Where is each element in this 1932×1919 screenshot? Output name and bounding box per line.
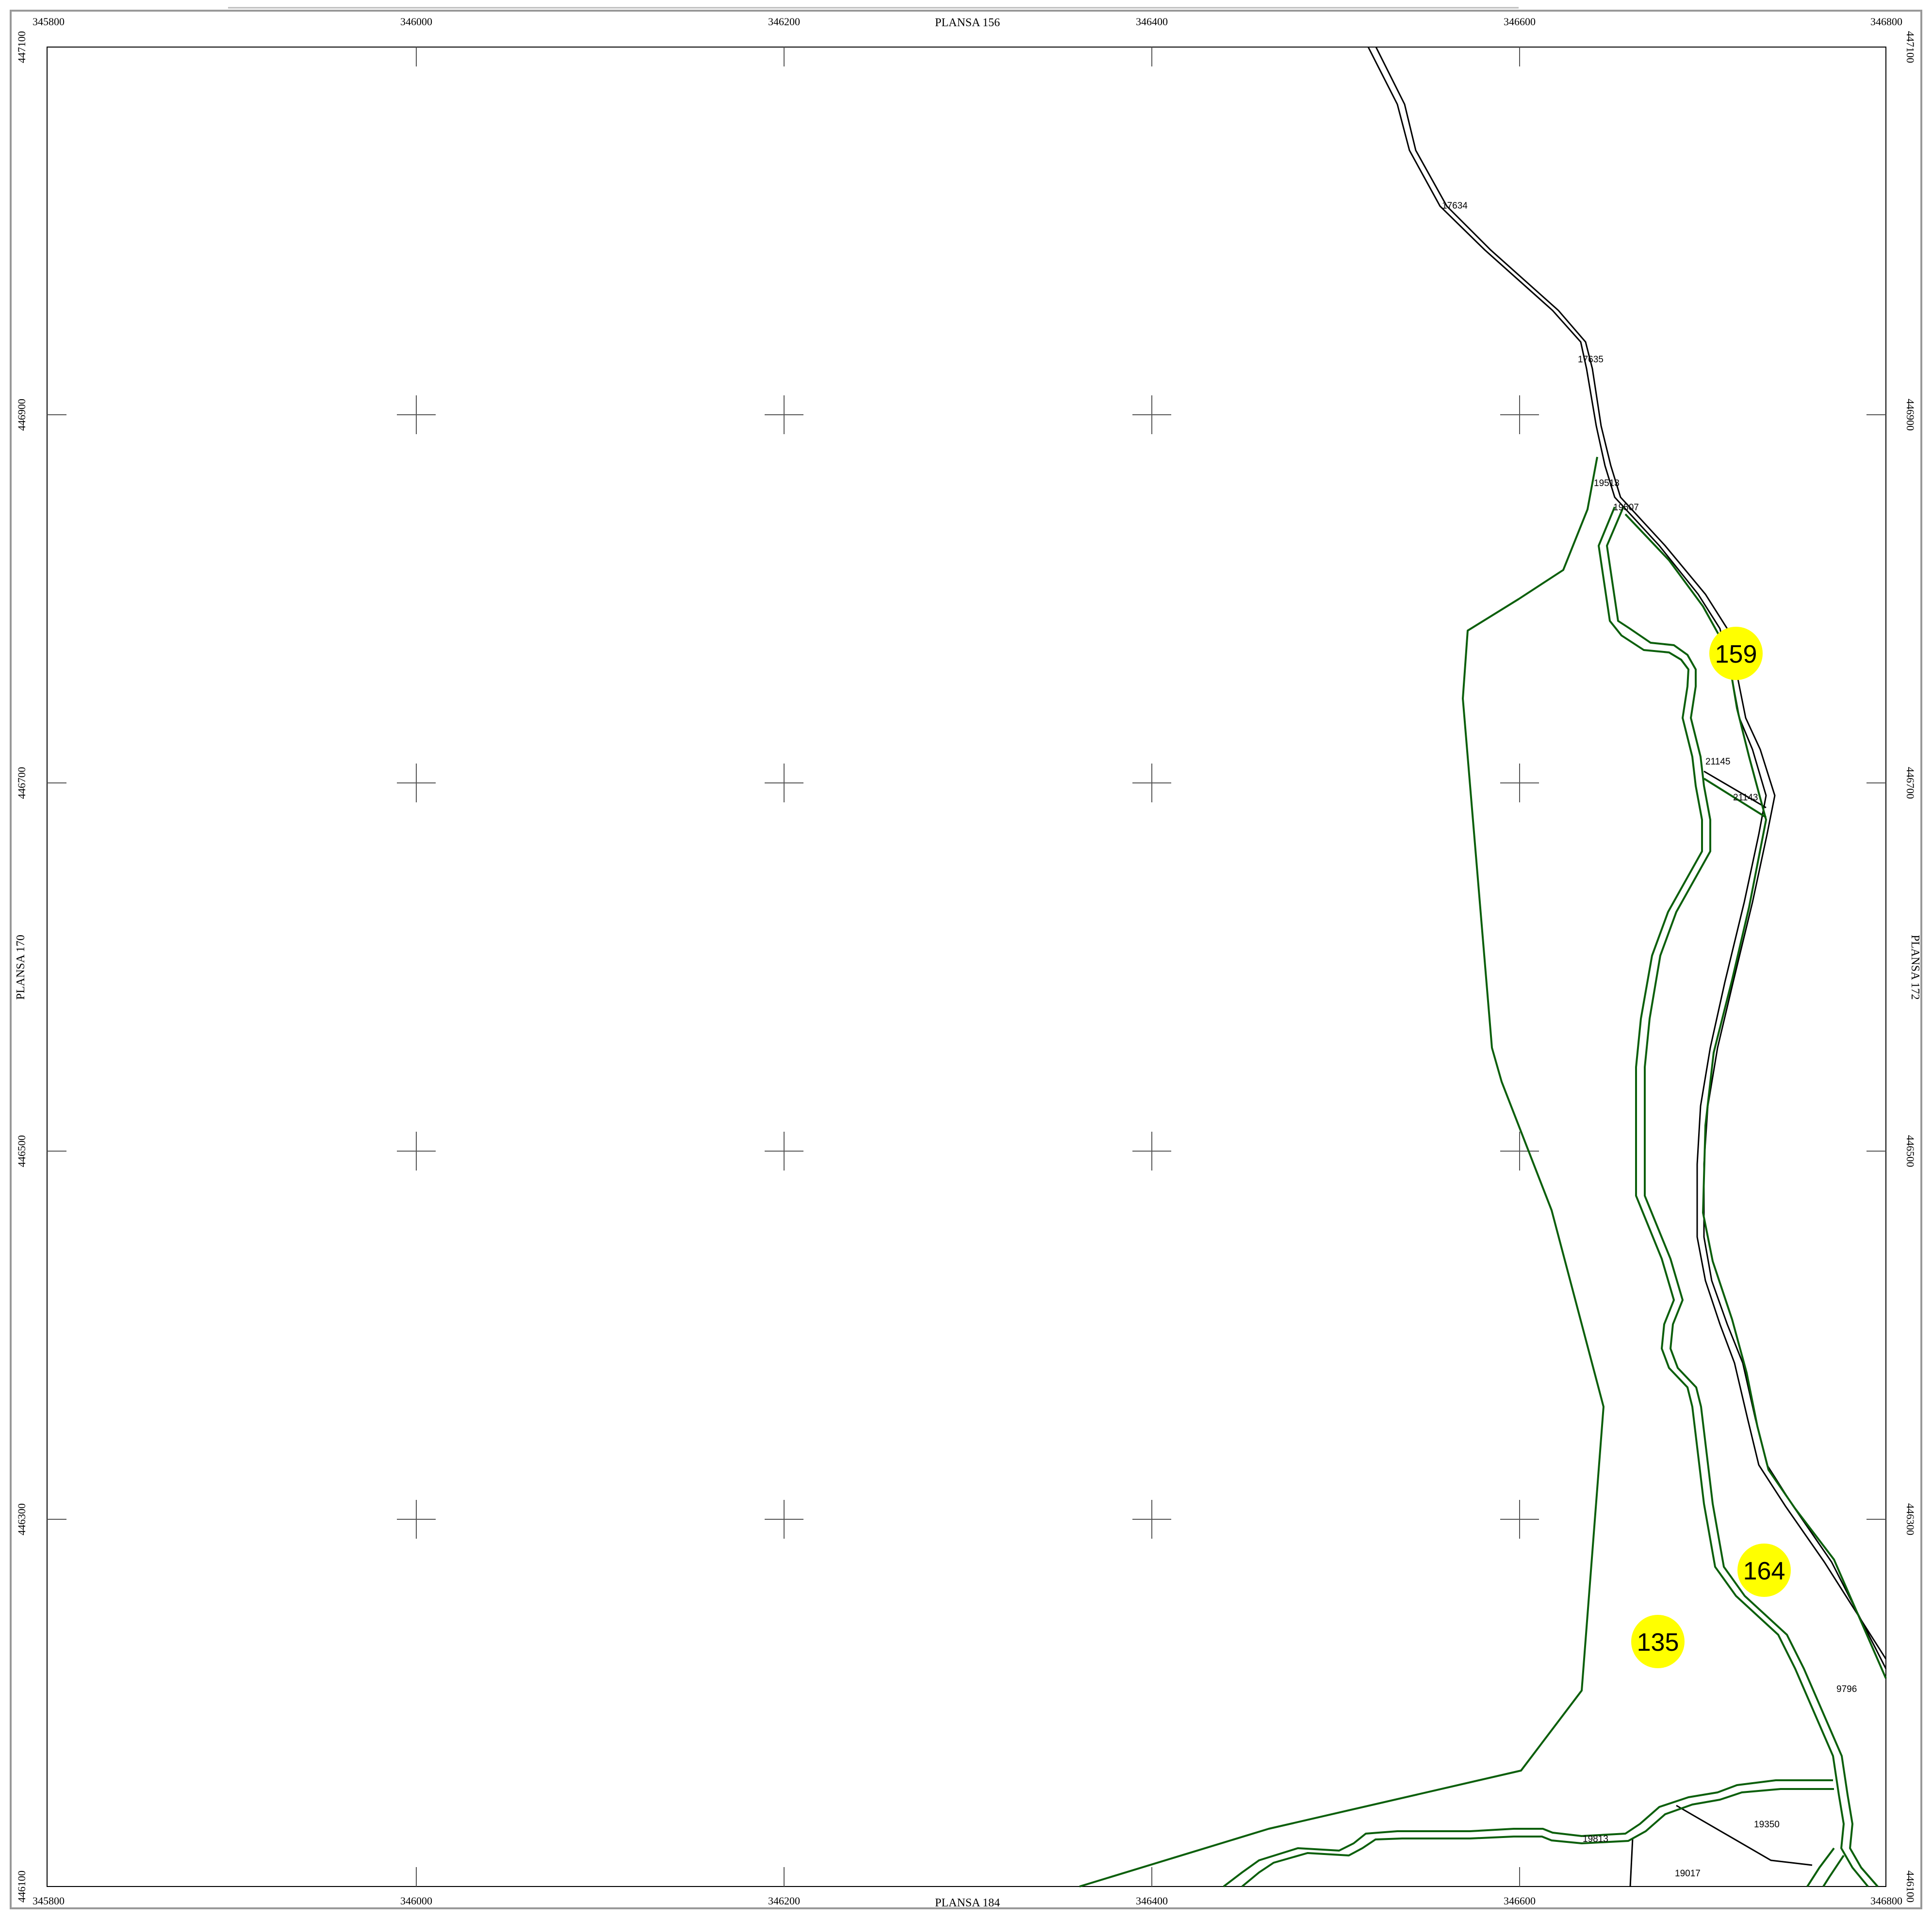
parcel-label: 19813 [1583,1834,1608,1844]
x-coord-bottom: 346600 [1504,1895,1536,1907]
x-coordinates-top: 345800 346000 346200 346400 346600 34680… [33,16,1902,28]
marker-circle [1631,1615,1685,1668]
road-lines [1367,47,1887,1887]
boundary-south-inner [1241,1788,1834,1887]
parcel-label: 21145 [1705,757,1730,767]
parcel-label: 21143 [1733,793,1758,803]
sheet-label-left: PLANSA 170 [15,935,27,1000]
parcel-marker-164[interactable]: 164 [1737,1544,1791,1597]
y-coord-left: 446300 [16,1503,28,1535]
x-coordinates-bottom: 345800 346000 346200 346400 346600 34680… [33,1895,1902,1907]
parcel-marker-135[interactable]: 135 [1631,1615,1685,1668]
y-coord-right: 447100 [1904,31,1916,63]
x-coord-bottom: 345800 [33,1895,65,1907]
sheet-label-top: PLANSA 156 [935,16,1000,29]
parcel-line-19350 [1676,1805,1813,1866]
boundary-channel-outer [1598,506,1869,1887]
boundary-channel-inner [1606,506,1879,1887]
boundary-road-green [1624,513,1887,1679]
y-coord-right: 446900 [1904,399,1916,431]
y-coord-left: 446500 [16,1135,28,1167]
parcel-label: 17634 [1442,201,1468,211]
marker-circle [1737,1544,1791,1597]
highlighted-parcels: 159 164 135 [1631,627,1791,1668]
x-coord-top: 346400 [1136,16,1168,28]
map-frame [47,47,1886,1887]
y-coordinates-right: 447100 446900 446700 446500 446300 44610… [1904,31,1916,1903]
outer-frame [10,10,1922,1909]
parcel-label: 19017 [1675,1869,1701,1879]
x-coord-bottom: 346400 [1136,1895,1168,1907]
y-coord-left: 446900 [16,399,28,431]
x-coord-top: 346000 [400,16,432,28]
parcel-marker-159[interactable]: 159 [1709,627,1763,680]
sheet-label-right: PLANSA 172 [1909,935,1921,1000]
boundary-south-east [1806,1847,1845,1887]
y-coord-right: 446700 [1904,767,1916,799]
x-coord-bottom: 346200 [768,1895,800,1907]
parcel-label: 19507 [1613,503,1639,513]
x-coord-top: 346600 [1504,16,1536,28]
marker-label: 135 [1637,1628,1679,1657]
marker-label: 159 [1715,640,1757,668]
boundary-21145 [1703,778,1767,818]
parcel-label: 19350 [1754,1820,1780,1830]
y-coord-right: 446300 [1904,1503,1916,1535]
y-coord-right: 446100 [1904,1870,1916,1903]
x-coord-bottom: 346000 [400,1895,432,1907]
sheet-label-bottom: PLANSA 184 [935,1897,1000,1909]
x-coord-top: 345800 [33,16,65,28]
x-coord-bottom: 346800 [1870,1895,1902,1907]
marker-circle [1709,627,1763,680]
y-coord-left: 446700 [16,767,28,799]
y-coord-right: 446500 [1904,1135,1916,1167]
marker-label: 164 [1743,1557,1785,1585]
y-coord-left: 446100 [16,1870,28,1903]
boundary-135 [1079,456,1605,1887]
road-line-inner [1703,770,1767,809]
grid-crosses [47,47,1886,1886]
y-coordinates-left: 447100 446900 446700 446500 446300 44610… [16,31,28,1903]
parcel-line-19017 [1629,1838,1634,1887]
boundary-south-outer [1223,1779,1833,1887]
y-coord-left: 447100 [16,31,28,63]
road-line-left [1367,47,1887,1659]
parcel-label: 9796 [1836,1684,1857,1694]
parcel-label: 19513 [1594,478,1620,488]
x-coord-top: 346800 [1870,16,1902,28]
parcel-boundaries [1079,456,1887,1887]
road-line-right [1375,47,1887,1669]
x-coord-top: 346200 [768,16,800,28]
parcel-label: 17635 [1578,355,1604,365]
parcel-labels: 17634 17635 19513 19507 21145 21143 9796… [1442,201,1857,1879]
